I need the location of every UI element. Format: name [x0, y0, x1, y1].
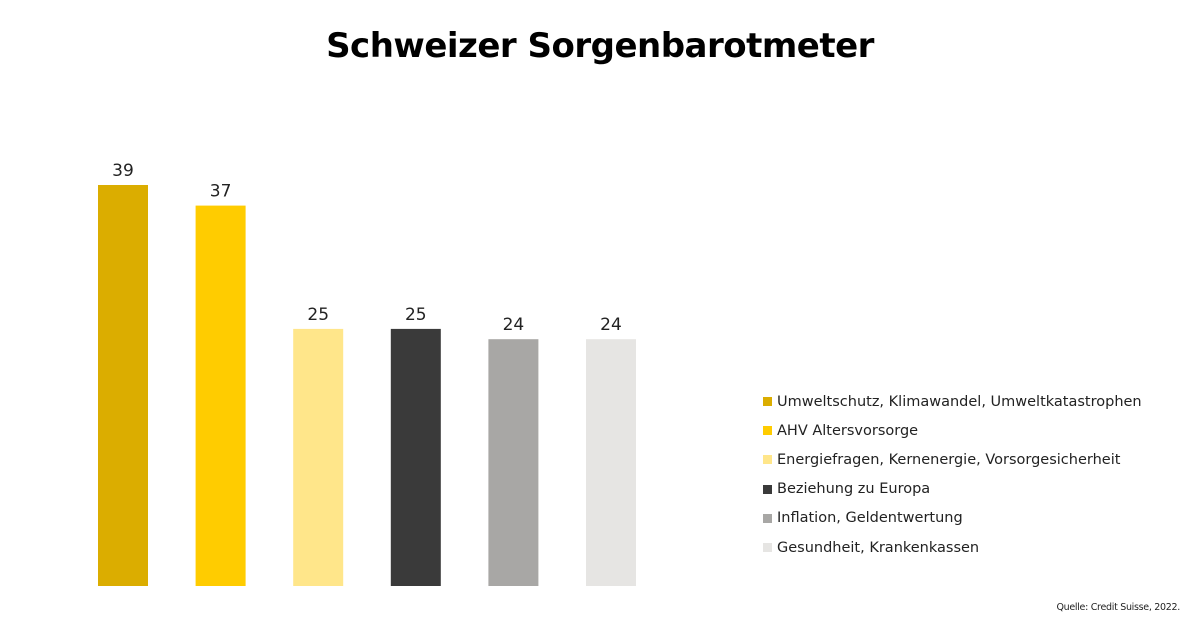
- bar: [488, 339, 539, 586]
- legend-item: AHV Altersvorsorge: [763, 416, 1142, 445]
- bars-group: [98, 185, 636, 586]
- legend-swatch: [763, 397, 772, 407]
- bar-value-label: 24: [503, 315, 525, 335]
- legend-swatch: [763, 426, 772, 436]
- bar: [586, 339, 636, 586]
- legend-item: Inflation, Geldentwertung: [763, 504, 1142, 533]
- legend-label: Umweltschutz, Klimawandel, Umweltkatastr…: [777, 393, 1142, 410]
- bar-value-label: 25: [405, 305, 427, 325]
- legend: Umweltschutz, Klimawandel, Umweltkatastr…: [763, 387, 1142, 562]
- legend-item: Gesundheit, Krankenkassen: [763, 533, 1142, 562]
- bar-value-label: 37: [210, 182, 232, 202]
- legend-item: Energiefragen, Kernenergie, Vorsorgesich…: [763, 445, 1142, 474]
- bar: [293, 328, 344, 586]
- legend-swatch: [763, 543, 772, 553]
- legend-label: AHV Altersvorsorge: [777, 422, 919, 439]
- source-note: Quelle: Credit Suisse, 2022.: [1056, 602, 1180, 613]
- legend-swatch: [763, 455, 772, 465]
- legend-item: Beziehung zu Europa: [763, 475, 1142, 504]
- bar-value-label: 39: [112, 161, 134, 181]
- legend-label: Beziehung zu Europa: [777, 481, 931, 498]
- legend-label: Energiefragen, Kernenergie, Vorsorgesich…: [777, 451, 1121, 468]
- legend-item: Umweltschutz, Klimawandel, Umweltkatastr…: [763, 387, 1142, 416]
- legend-label: Gesundheit, Krankenkassen: [777, 539, 980, 556]
- bar: [98, 185, 148, 586]
- bar-value-label: 24: [600, 315, 622, 335]
- chart-title: Schweizer Sorgenbarotmeter: [326, 26, 874, 66]
- bar: [195, 205, 246, 586]
- bar-value-label: 25: [307, 305, 329, 325]
- data-labels-group: 39 37 25 25 24 24: [112, 161, 622, 335]
- legend-label: Inflation, Geldentwertung: [777, 510, 963, 527]
- bar: [390, 328, 441, 586]
- legend-swatch: [763, 484, 772, 494]
- legend-swatch: [763, 513, 772, 523]
